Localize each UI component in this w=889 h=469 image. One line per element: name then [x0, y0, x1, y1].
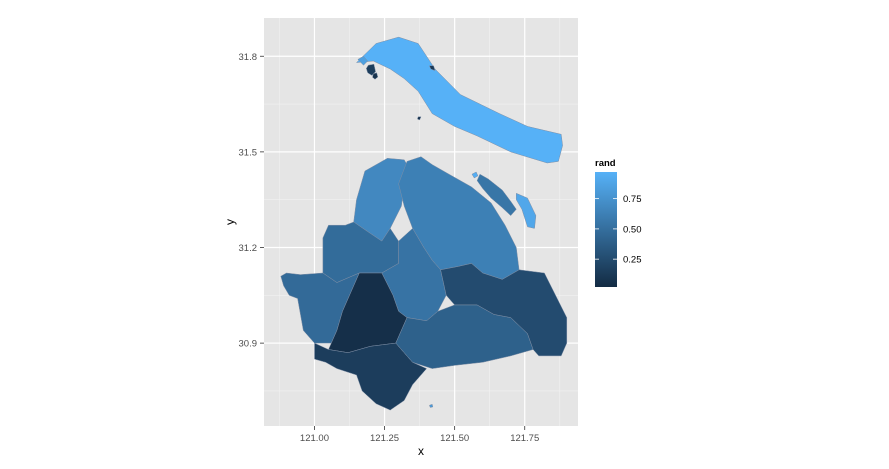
- region-islet-north: [429, 65, 436, 71]
- x-tick-label: 121.75: [510, 433, 539, 444]
- y-tick-label: 30.9: [239, 339, 258, 350]
- map-regions: [280, 36, 568, 411]
- region-islet-yangtze: [471, 171, 479, 179]
- y-axis-ticks: 30.9 31.2 31.5 31.8: [239, 52, 264, 350]
- x-tick-label: 121.00: [300, 433, 329, 444]
- region-chongming-island: [356, 36, 563, 164]
- legend-tick-label: 0.75: [623, 194, 642, 205]
- legend-tick-label: 0.50: [623, 224, 642, 235]
- y-tick-label: 31.2: [239, 243, 258, 254]
- y-tick-label: 31.5: [239, 147, 258, 158]
- legend-colorbar: [595, 172, 617, 287]
- x-axis-title: x: [418, 444, 424, 458]
- region-islet-center: [417, 116, 422, 121]
- legend-tick-label: 0.25: [623, 255, 642, 266]
- x-tick-label: 121.25: [370, 433, 399, 444]
- region-small-island-east: [372, 72, 379, 80]
- legend: rand 0.25 0.50 0.75: [595, 158, 642, 287]
- legend-title: rand: [595, 158, 616, 169]
- region-hengsha-island: [516, 193, 537, 229]
- y-tick-label: 31.8: [239, 52, 258, 63]
- region-jinshan: [314, 342, 427, 411]
- region-small-island-west: [366, 63, 376, 76]
- y-axis-title: y: [223, 219, 237, 225]
- x-axis-ticks: 121.00 121.25 121.50 121.75: [300, 426, 539, 444]
- x-tick-label: 121.50: [440, 433, 469, 444]
- region-island-west-tip: [357, 56, 368, 66]
- region-pudong-south: [440, 263, 568, 357]
- region-islet-south: [429, 404, 434, 408]
- legend-ticks: 0.25 0.50 0.75: [595, 194, 642, 266]
- region-changxing-island: [476, 173, 517, 216]
